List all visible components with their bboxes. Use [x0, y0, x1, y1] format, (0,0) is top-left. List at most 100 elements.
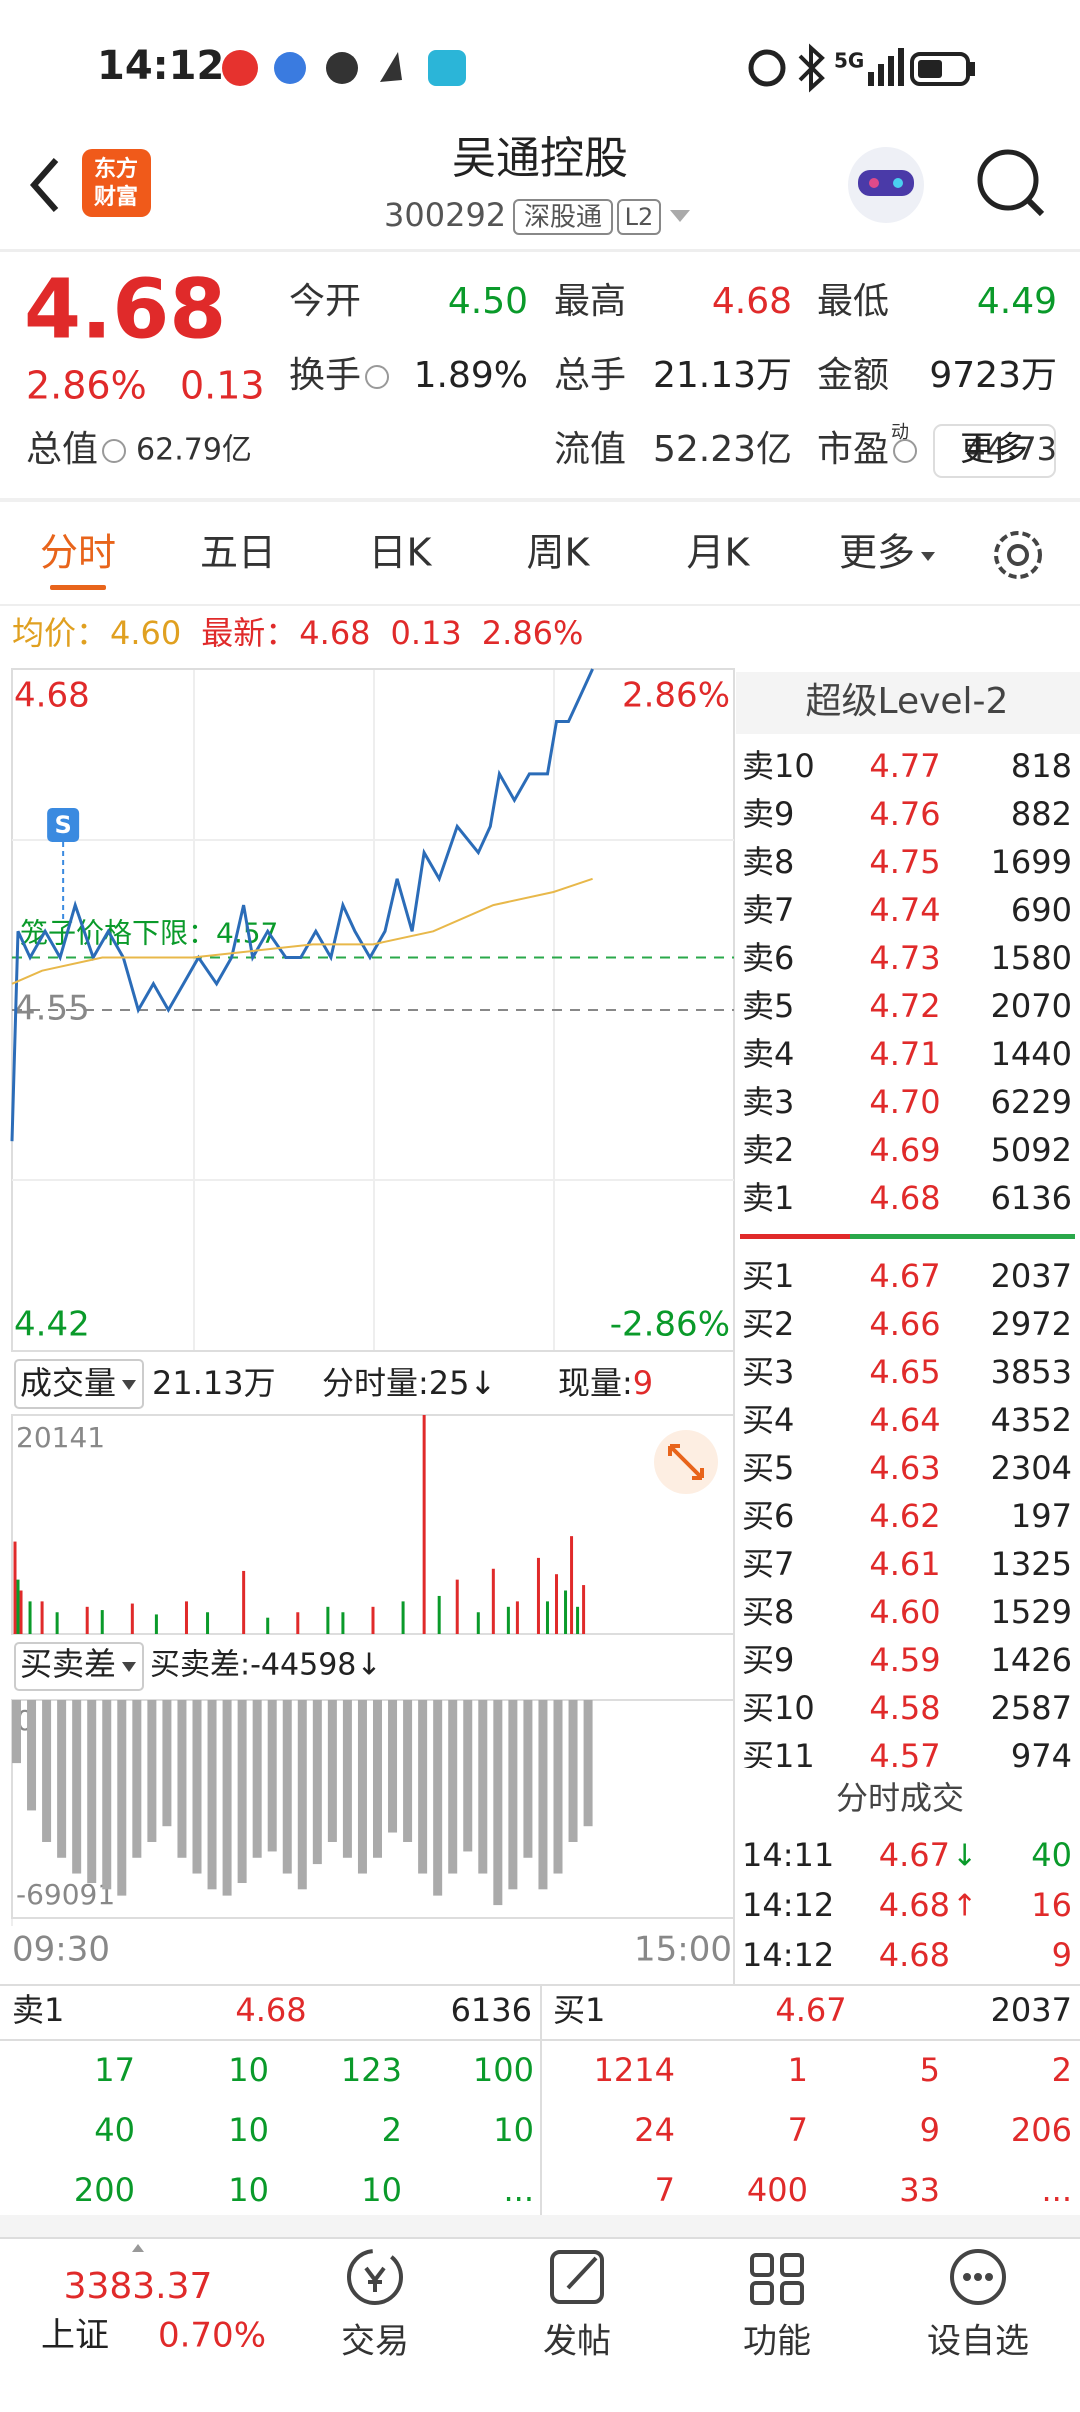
tag: 深股通	[524, 203, 602, 233]
level-price: 4.59	[869, 1641, 940, 1679]
diff-bar	[282, 1700, 292, 1874]
level-label: 买5	[742, 1449, 794, 1487]
y-tick-label: 4.68	[14, 676, 90, 716]
index-change[interactable]: 0.70%	[158, 2316, 266, 2356]
logo	[82, 149, 151, 217]
diff-bar	[12, 1700, 21, 1764]
dropdown-icon[interactable]	[921, 552, 936, 561]
level-price: 4.65	[869, 1353, 940, 1391]
more-button-label[interactable]: 更多	[960, 430, 1028, 470]
expand-icon[interactable]	[132, 2244, 144, 2252]
queue-volume: 6136	[451, 1991, 532, 2029]
divider	[0, 604, 1080, 606]
volume-header: 9	[633, 1364, 653, 1402]
diff-bar	[568, 1700, 578, 1842]
field-value: 21.13万	[653, 355, 792, 396]
back-button[interactable]	[30, 158, 59, 212]
volume-bar	[545, 1601, 549, 1634]
level-price: 4.62	[869, 1497, 940, 1535]
volume-header: 现量:	[558, 1364, 633, 1402]
volume-bar	[296, 1612, 300, 1634]
order-book-header	[736, 672, 1080, 734]
info-icon[interactable]	[893, 439, 918, 463]
info-icon[interactable]	[102, 439, 127, 463]
info-text: 4.60	[110, 614, 181, 652]
search-button[interactable]	[977, 149, 1045, 217]
expand-button[interactable]	[654, 1430, 718, 1494]
nav-item[interactable]: 功能	[743, 2322, 811, 2362]
field-label: 市盈	[817, 429, 889, 470]
level-volume: 690	[1011, 891, 1072, 929]
index-value[interactable]: 3383.37	[64, 2266, 213, 2307]
avatar[interactable]	[848, 147, 924, 223]
volume-bar	[476, 1612, 480, 1634]
diff-bar	[87, 1700, 97, 1884]
level-price: 4.60	[869, 1593, 940, 1631]
logo-text: 东方	[94, 156, 138, 182]
volume-bar	[242, 1570, 246, 1634]
more-button[interactable]	[933, 424, 1056, 478]
level-volume: 5092	[991, 1131, 1072, 1169]
field-value: 44.73	[965, 430, 1057, 468]
trade-volume: 16	[1031, 1886, 1072, 1924]
diff-bar	[538, 1700, 548, 1890]
level-volume: 1325	[991, 1545, 1072, 1583]
level-volume: 1426	[991, 1641, 1072, 1679]
tab[interactable]: 周K	[527, 531, 591, 575]
diff-bar	[147, 1700, 157, 1842]
volume-bar	[40, 1601, 44, 1634]
tab[interactable]: 日K	[369, 531, 433, 575]
index-name[interactable]: 上证	[41, 2316, 109, 2356]
queue-order: 7	[788, 2111, 808, 2149]
queue-order: 400	[747, 2171, 808, 2209]
field-label: 总值	[26, 429, 98, 470]
diff-bar	[508, 1700, 518, 1890]
level-volume: 6136	[991, 1179, 1072, 1217]
tag: L2	[625, 203, 654, 231]
level-price: 4.66	[869, 1305, 940, 1343]
annotation-box[interactable]	[47, 808, 80, 842]
tab[interactable]: 五日	[200, 531, 276, 575]
diff-bar	[297, 1700, 307, 1890]
queue-order: 24	[634, 2111, 675, 2149]
volume-bar	[100, 1610, 104, 1634]
nav-item[interactable]: 设自选	[927, 2322, 1029, 2362]
selector-box[interactable]	[14, 1642, 144, 1691]
volume-bar	[401, 1601, 405, 1634]
level-price: 4.67	[869, 1257, 940, 1295]
diff-bar	[463, 1700, 473, 1852]
info-icon[interactable]	[365, 365, 390, 389]
nav-item[interactable]: 交易	[341, 2322, 409, 2362]
tab[interactable]: 月K	[687, 531, 751, 575]
level-volume: 2037	[991, 1257, 1072, 1295]
queue-order: 17	[94, 2051, 135, 2089]
queue-order: 40	[94, 2111, 135, 2149]
queue-order: 10	[228, 2051, 269, 2089]
queue-volume: 2037	[991, 1991, 1072, 2029]
dropdown-icon[interactable]	[122, 1662, 136, 1672]
level-price: 4.68	[869, 1179, 940, 1217]
trade-volume: 40	[1031, 1836, 1072, 1874]
level-price: 4.77	[869, 747, 940, 785]
level-volume: 197	[1011, 1497, 1072, 1535]
dropdown-icon[interactable]	[670, 210, 690, 222]
selector-box[interactable]	[14, 1359, 144, 1409]
diff-bar	[132, 1700, 142, 1858]
trade-price: 4.68	[879, 1936, 950, 1974]
level-price: 4.61	[869, 1545, 940, 1583]
volume-bar	[341, 1612, 345, 1634]
nav-item[interactable]: 发帖	[543, 2322, 611, 2362]
settings-button[interactable]	[994, 531, 1042, 579]
volume-header: 分时量:25↓	[322, 1364, 496, 1402]
trade-volume: 9	[1052, 1936, 1072, 1974]
field-label: 流值	[554, 429, 626, 470]
level-label: 卖3	[742, 1083, 794, 1121]
tab[interactable]: 更多	[839, 531, 915, 575]
dropdown-icon[interactable]	[122, 1380, 136, 1390]
diff-bar	[207, 1700, 217, 1890]
tab[interactable]: 分时	[40, 531, 116, 575]
y-tick-label: -69091	[16, 1878, 115, 1911]
nav-icons	[347, 2249, 1006, 2305]
tag-box	[513, 199, 613, 235]
